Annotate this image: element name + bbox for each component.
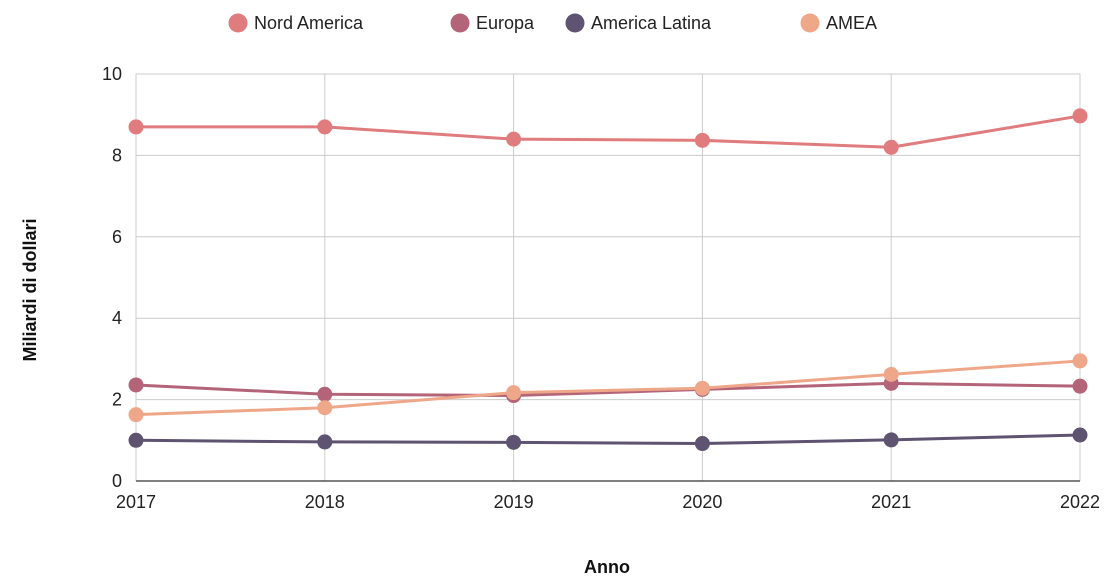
series-nord-america: [128, 108, 1088, 155]
x-tick-label: 2018: [305, 492, 345, 512]
legend: Nord America Europa America Latina AMEA: [228, 13, 878, 33]
data-point[interactable]: [317, 119, 333, 135]
data-point[interactable]: [1072, 427, 1088, 443]
series-line: [134, 114, 1082, 149]
series-amea: [128, 353, 1088, 423]
data-point[interactable]: [317, 400, 333, 416]
data-point[interactable]: [128, 119, 144, 135]
data-point[interactable]: [317, 434, 333, 450]
y-tick-label: 8: [112, 145, 122, 165]
data-point[interactable]: [1072, 108, 1088, 124]
gridlines: [135, 73, 1081, 481]
series-layer: [128, 108, 1088, 452]
legend-label: America Latina: [591, 13, 712, 33]
data-point[interactable]: [128, 432, 144, 448]
data-point[interactable]: [506, 434, 522, 450]
legend-item[interactable]: America Latina: [565, 13, 713, 33]
legend-label: Europa: [476, 13, 535, 33]
y-axis-title: Miliardi di dollari: [20, 218, 40, 361]
legend-item[interactable]: AMEA: [800, 13, 878, 33]
legend-swatch: [565, 13, 585, 33]
y-tick-label: 2: [112, 390, 122, 410]
data-point[interactable]: [883, 432, 899, 448]
data-point[interactable]: [506, 385, 522, 401]
legend-swatch: [800, 13, 820, 33]
data-point[interactable]: [694, 436, 710, 452]
legend-item[interactable]: Europa: [450, 13, 536, 33]
data-point[interactable]: [883, 139, 899, 155]
x-tick-label: 2017: [116, 492, 156, 512]
y-tick-label: 10: [102, 64, 122, 84]
x-tick-label: 2021: [871, 492, 911, 512]
y-tick-label: 4: [112, 308, 122, 328]
legend-item[interactable]: Nord America: [228, 13, 365, 33]
series-line: [134, 433, 1082, 446]
data-point[interactable]: [128, 377, 144, 393]
y-tick-label: 0: [112, 471, 122, 491]
series-line: [134, 359, 1082, 417]
legend-swatch: [228, 13, 248, 33]
data-point[interactable]: [1072, 353, 1088, 369]
data-point[interactable]: [317, 386, 333, 402]
x-tick-label: 2020: [682, 492, 722, 512]
legend-label: AMEA: [826, 13, 877, 33]
legend-label: Nord America: [254, 13, 364, 33]
data-point[interactable]: [694, 380, 710, 396]
data-point[interactable]: [883, 366, 899, 382]
x-axis-title: Anno: [584, 557, 630, 576]
x-tick-label: 2022: [1060, 492, 1100, 512]
legend-swatch: [450, 13, 470, 33]
data-point[interactable]: [1072, 378, 1088, 394]
x-tick-label: 2019: [494, 492, 534, 512]
data-point[interactable]: [506, 131, 522, 147]
data-point[interactable]: [694, 132, 710, 148]
axes: 0 2 4 6 8 10 2017 2018 2019 2020 2021 2022: [102, 64, 1100, 512]
series-line: [134, 381, 1082, 398]
series-america-latina: [128, 427, 1088, 452]
data-point[interactable]: [128, 407, 144, 423]
y-tick-label: 6: [112, 227, 122, 247]
